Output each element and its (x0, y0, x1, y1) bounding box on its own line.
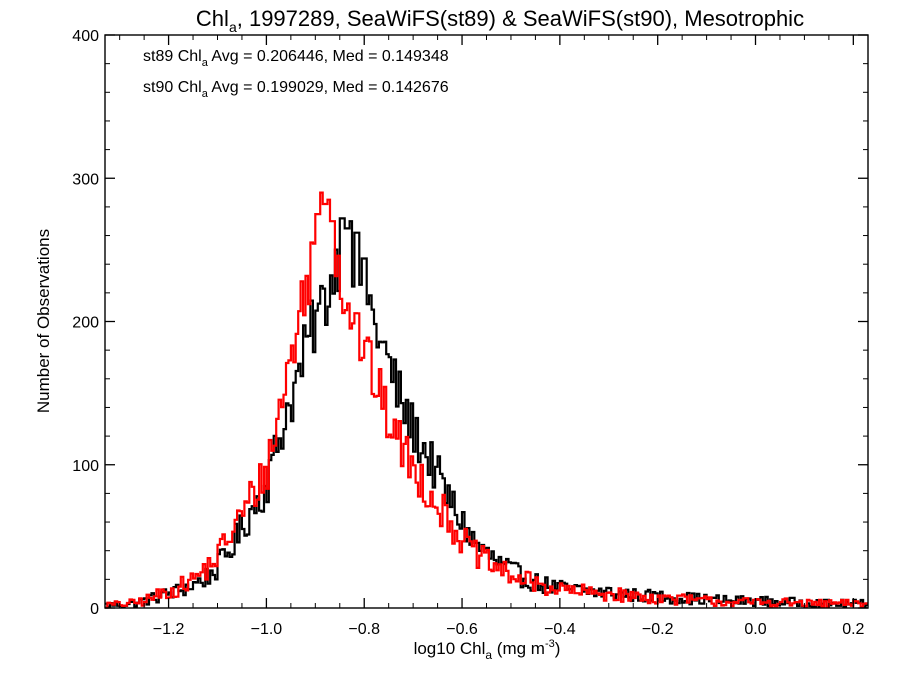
y-tick-label: 100 (72, 458, 99, 475)
x-tick-label: −0.8 (348, 621, 380, 638)
x-tick-label: −1.2 (153, 621, 185, 638)
x-tick-label: −0.4 (544, 621, 576, 638)
x-axis-ticks: −1.2 −1.0 −0.8 −0.6 −0.4 −0.2 0.0 0.2 (119, 35, 865, 638)
x-axis-label: log10 Chla (mg m-3) (414, 638, 561, 662)
histogram-series-st90 (105, 191, 868, 609)
x-tick-label: −0.2 (642, 621, 674, 638)
y-axis-label: Number of Observations (34, 229, 53, 413)
chart-title: Chla, 1997289, SeaWiFS(st89) & SeaWiFS(s… (196, 6, 804, 35)
x-tick-label: −0.6 (446, 621, 478, 638)
series-layer (105, 191, 868, 609)
y-tick-label: 300 (72, 171, 99, 188)
annotation-st89: st89 Chla Avg = 0.206446, Med = 0.149348 (143, 48, 449, 69)
x-tick-label: 0.0 (744, 621, 766, 638)
annotation-st90: st90 Chla Avg = 0.199029, Med = 0.142676 (143, 79, 449, 100)
y-axis-ticks: 0 100 200 300 400 (72, 28, 868, 618)
y-tick-label: 200 (72, 315, 99, 332)
x-tick-label: −1.0 (251, 621, 283, 638)
plot-frame (104, 34, 869, 609)
x-tick-label: 0.2 (842, 621, 864, 638)
y-tick-label: 0 (90, 601, 99, 618)
y-tick-label: 400 (72, 28, 99, 45)
